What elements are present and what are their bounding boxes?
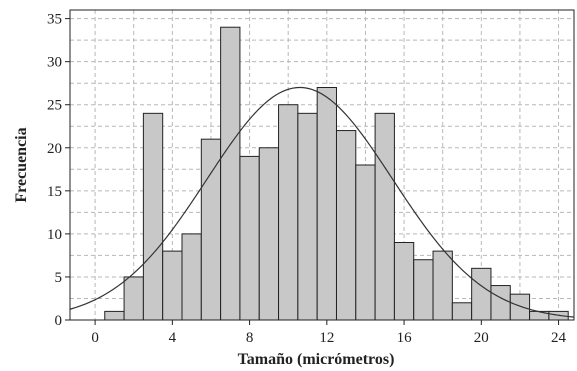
histogram-bar xyxy=(181,233,202,321)
histogram-bar xyxy=(432,250,453,321)
x-tick-label: 4 xyxy=(169,330,177,346)
y-tick-label: 10 xyxy=(47,227,62,243)
x-tick-label: 12 xyxy=(319,330,334,346)
y-tick-label: 0 xyxy=(55,313,63,329)
x-tick-label: 16 xyxy=(397,330,413,346)
x-tick-label: 8 xyxy=(246,330,254,346)
y-tick-label: 35 xyxy=(47,12,62,28)
y-tick-label: 20 xyxy=(47,141,62,157)
histogram-bar xyxy=(316,87,337,321)
axis-ticks: 0 4 8 12 16 20 24 0 5 10 15 20 25 30 35 xyxy=(47,12,567,346)
histogram-bar xyxy=(162,250,183,321)
y-tick-label: 5 xyxy=(55,270,63,286)
histogram-bar xyxy=(451,302,473,321)
y-tick-label: 30 xyxy=(47,55,62,71)
histogram-bar xyxy=(393,242,415,321)
x-tick-label: 20 xyxy=(474,330,489,346)
x-tick-label: 24 xyxy=(551,330,567,346)
histogram-bar xyxy=(490,285,511,321)
histogram-bar xyxy=(509,293,531,321)
histogram-bar xyxy=(123,276,144,321)
histogram-bar xyxy=(413,259,434,321)
x-tick-label: 0 xyxy=(91,330,99,346)
histogram-bar xyxy=(142,112,164,321)
histogram-bar xyxy=(374,112,395,321)
histogram-bar xyxy=(471,267,492,321)
histogram-bar xyxy=(104,310,125,321)
histogram-bar xyxy=(200,138,222,321)
x-axis-label: Tamaño (micrómetros) xyxy=(238,351,395,368)
histogram-bar xyxy=(355,164,376,321)
histogram-bar xyxy=(239,155,260,321)
histogram-bar xyxy=(220,26,241,321)
histogram-bar xyxy=(297,112,318,321)
histogram-bar xyxy=(278,104,299,321)
y-tick-label: 15 xyxy=(47,184,62,200)
histogram-bar xyxy=(335,130,357,321)
plot-frame xyxy=(69,9,575,321)
y-axis-label: Frecuencia xyxy=(13,127,30,202)
histogram-bar xyxy=(258,147,280,321)
normal-fit-curve xyxy=(69,86,575,318)
histogram-bars xyxy=(104,26,569,321)
y-tick-label: 25 xyxy=(47,98,62,114)
